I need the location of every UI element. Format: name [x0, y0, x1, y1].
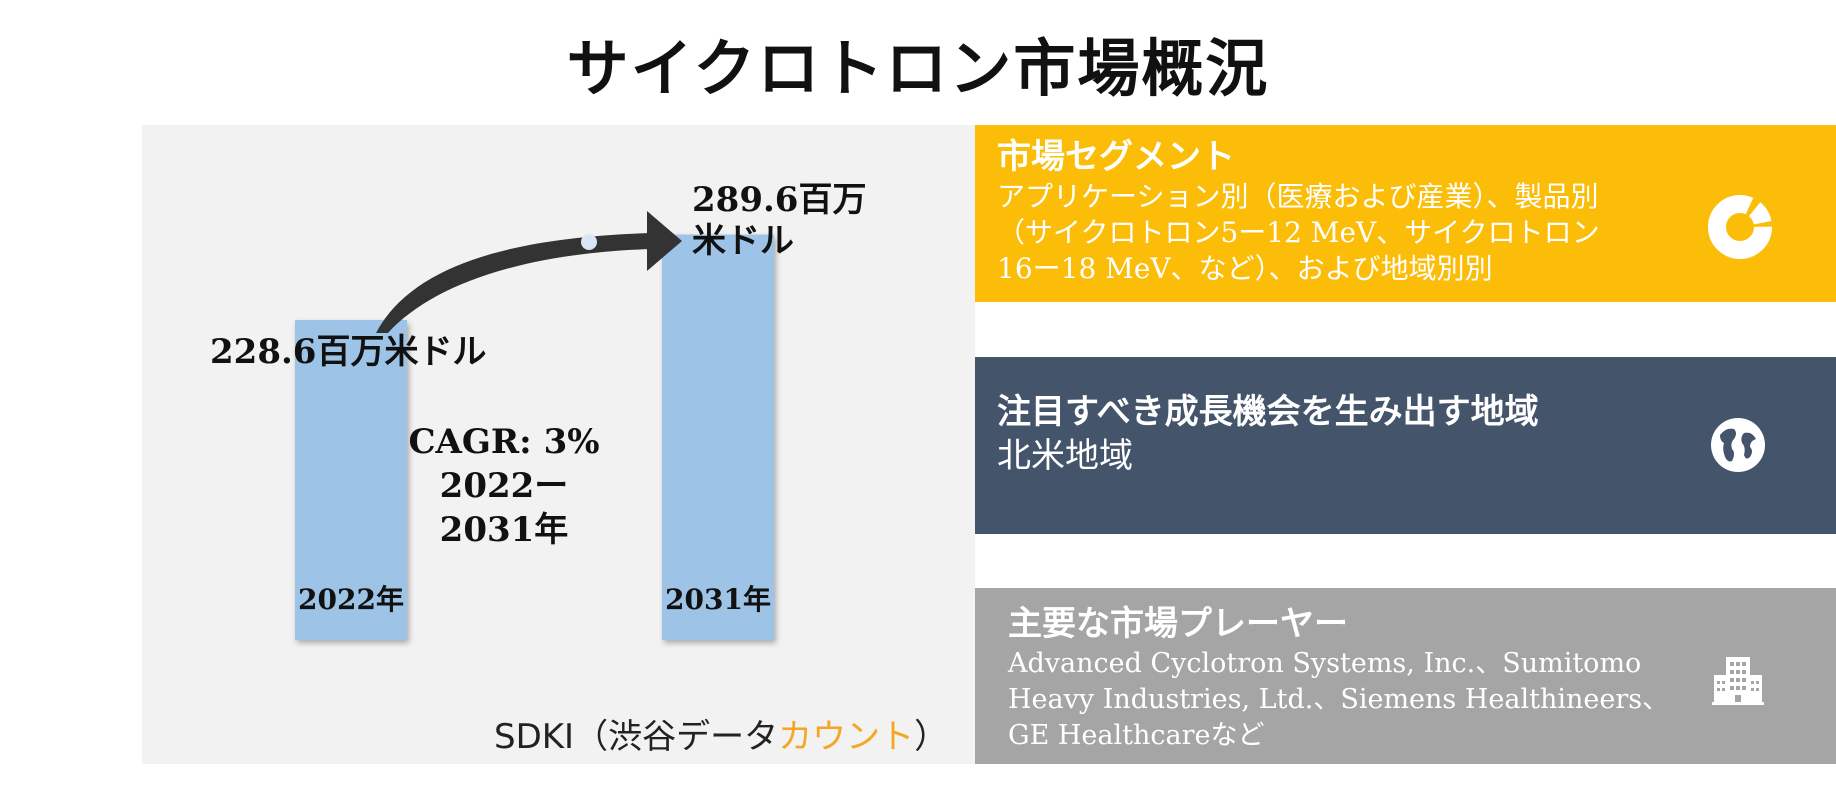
bar-value-label-2031: 289.6百万 米ドル: [692, 180, 866, 262]
cagr-annotation: CAGR: 3% 2022ー2031年: [404, 420, 604, 553]
category-label-1: 2031年: [665, 583, 771, 616]
page-title: サイクロトロン市場概況: [566, 32, 1270, 105]
region-heading: 注目すべき成長機会を生み出す地域: [997, 392, 1539, 432]
players-line-3: GE Healthcareなど: [1008, 720, 1265, 751]
chart-panel: 2022年 2031年 228.6百万米ドル 289.6百万 米ドル CAGR: …: [142, 125, 975, 764]
players-line-1: Advanced Cyclotron Systems, Inc.、Sumitom…: [1008, 648, 1642, 679]
region-value: 北米地域: [997, 436, 1133, 476]
period-label: 2022ー2031年: [439, 466, 569, 551]
growth-arrow: [376, 211, 682, 333]
building-icon: [1712, 657, 1764, 705]
bar-value-label-2022: 228.6百万米ドル: [210, 332, 486, 373]
players-panel: 主要な市場プレーヤー Advanced Cyclotron Systems, I…: [975, 588, 1836, 764]
segment-line-2: （サイクロトロン5ー12 MeV、サイクロトロン: [997, 216, 1600, 249]
globe-icon: [1711, 418, 1765, 472]
donut-chart-icon: [1708, 195, 1772, 259]
segment-line-3: 16ー18 MeV、など）、および地域別別: [997, 252, 1493, 285]
category-label-0: 2022年: [298, 583, 404, 616]
segment-panel: 市場セグメント アプリケーション別（医療および産業）、製品別 （サイクロトロン5…: [975, 125, 1836, 302]
bar-value-label-line: 228.6百万米ドル: [210, 332, 487, 372]
source-prefix: SDKI（渋谷データ: [494, 717, 779, 757]
segment-line-1: アプリケーション別（医療および産業）、製品別: [997, 180, 1599, 213]
region-panel: 注目すべき成長機会を生み出す地域 北米地域: [975, 357, 1836, 534]
bar-0: [295, 319, 407, 640]
source-credit: SDKI（渋谷データカウント）: [494, 709, 948, 758]
source-accent: カウント: [778, 717, 915, 757]
source-suffix: ）: [914, 717, 949, 757]
bar-value-label-line: 289.6百万: [692, 180, 867, 220]
bar-chart: 2022年 2031年: [295, 211, 774, 640]
bar-value-label-line: 米ドル: [692, 220, 794, 261]
players-line-2: Heavy Industries, Ltd.、Siemens Healthine…: [1008, 684, 1670, 715]
players-heading: 主要な市場プレーヤー: [1008, 604, 1348, 644]
bar-1: [662, 234, 774, 640]
segment-heading: 市場セグメント: [997, 137, 1235, 177]
cagr-label: CAGR: 3%: [408, 422, 600, 462]
